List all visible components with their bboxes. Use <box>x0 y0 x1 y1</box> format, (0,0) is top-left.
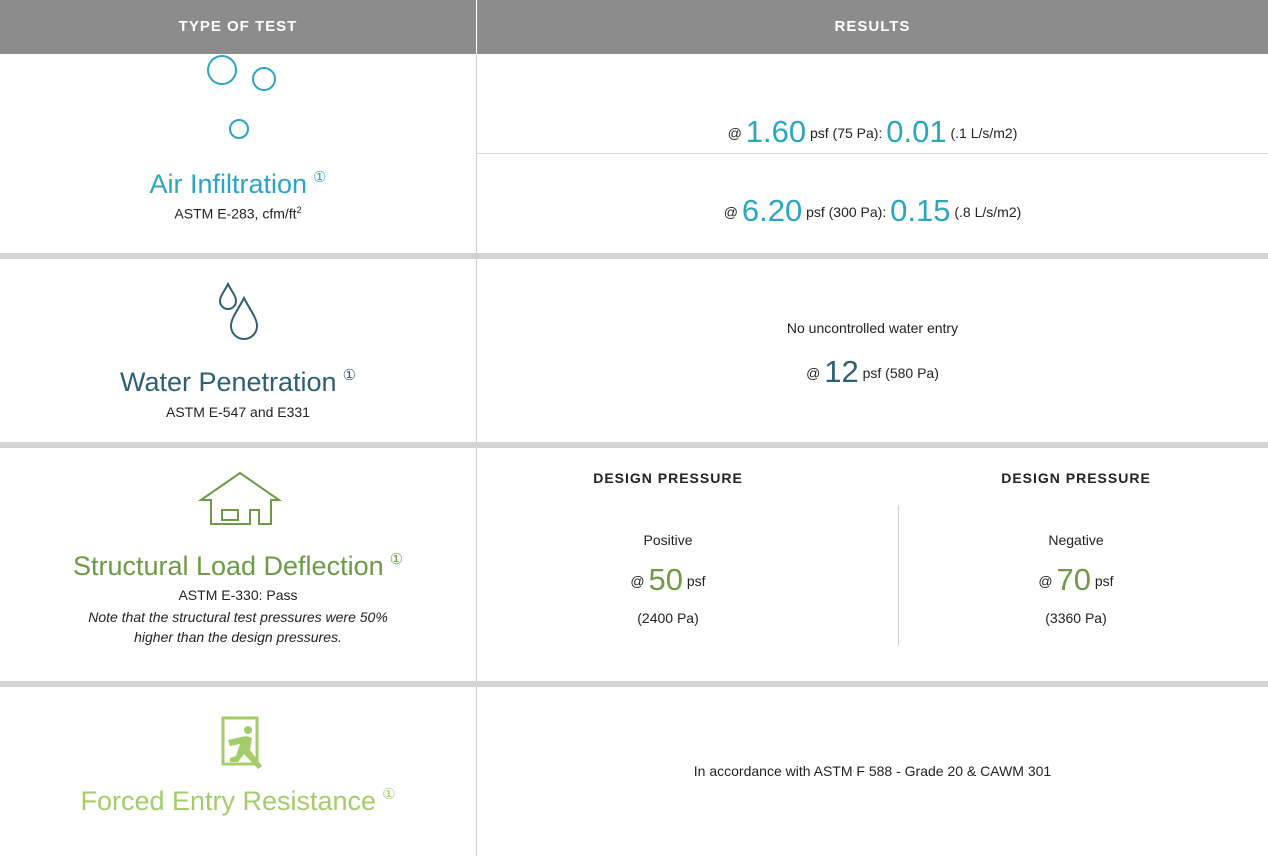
header-divider <box>476 0 477 54</box>
standard: ASTM E-283, cfm/ft2 <box>0 205 476 222</box>
at: @ <box>630 573 645 589</box>
test-title: Structural Load Deflection ① <box>0 550 476 582</box>
row-divider <box>477 153 1268 154</box>
pressure-column: DESIGN PRESSURE Positive @ 50 psf (2400 … <box>520 470 816 626</box>
note-marker: ① <box>382 786 396 803</box>
sub-divider <box>898 505 899 645</box>
superscript: 2 <box>296 205 302 215</box>
standard: ASTM E-330: Pass <box>178 587 298 603</box>
column-heading: DESIGN PRESSURE <box>1001 470 1151 486</box>
section-separator <box>0 681 1268 687</box>
note-marker: ① <box>389 551 404 568</box>
note-marker: ① <box>342 367 357 384</box>
test-title: Air Infiltration ① <box>0 168 476 200</box>
house-icon <box>197 471 283 525</box>
header-bar: TYPE OF TEST RESULTS <box>0 0 1268 54</box>
column-divider <box>476 54 477 856</box>
column-heading: DESIGN PRESSURE <box>593 470 743 486</box>
unit: psf (300 Pa): <box>806 204 887 220</box>
unit: psf (580 Pa) <box>862 365 939 381</box>
air-icon <box>207 55 276 139</box>
at: @ <box>806 365 821 381</box>
title-text: Structural Load Deflection <box>72 551 384 581</box>
note-marker: ① <box>313 169 327 186</box>
pressure: 6.20 <box>741 193 803 228</box>
section-separator <box>0 253 1268 259</box>
note: Note that the structural test pressures … <box>88 609 388 645</box>
section-separator <box>0 442 1268 448</box>
unit: psf <box>1094 573 1114 589</box>
test-title: Water Penetration ① <box>0 366 476 398</box>
pressure: 1.60 <box>745 114 807 149</box>
note-wrap: Note that the structural test pressures … <box>0 607 476 647</box>
result-line: @ 12 psf (580 Pa) <box>477 354 1268 390</box>
result-line: @ 6.20 psf (300 Pa): 0.15 (.8 L/s/m2) <box>477 193 1268 229</box>
test-title: Forced Entry Resistance ① <box>0 785 476 817</box>
metric: (3360 Pa) <box>1045 610 1107 626</box>
title-text: Water Penetration <box>119 367 337 397</box>
unit: psf (75 Pa): <box>809 125 883 141</box>
pressure: 12 <box>824 354 859 389</box>
at: @ <box>727 125 742 141</box>
result-text: In accordance with ASTM F 588 - Grade 20… <box>693 763 1052 779</box>
value: 0.01 <box>886 114 947 149</box>
pressure: 70 <box>1056 562 1091 597</box>
unit: psf <box>686 573 706 589</box>
result-line: @ 1.60 psf (75 Pa): 0.01 (.1 L/s/m2) <box>477 114 1268 150</box>
pressure-column: DESIGN PRESSURE Negative @ 70 psf (3360 … <box>928 470 1224 626</box>
pressure-line: @ 50 psf <box>520 562 816 598</box>
at: @ <box>1038 573 1053 589</box>
direction: Negative <box>1048 532 1104 548</box>
pressure-line: @ 70 psf <box>928 562 1224 598</box>
entry-icon <box>221 716 262 769</box>
pressure: 50 <box>648 562 683 597</box>
standard-text: ASTM E-283, cfm/ft <box>174 205 297 222</box>
metric: (.1 L/s/m2) <box>950 125 1018 141</box>
result-text: No uncontrolled water entry <box>786 320 959 336</box>
metric: (2400 Pa) <box>637 610 699 626</box>
at: @ <box>723 204 738 220</box>
title-text: Air Infiltration <box>149 169 308 199</box>
metric: (.8 L/s/m2) <box>954 204 1022 220</box>
direction: Positive <box>643 532 693 548</box>
header-cell: RESULTS <box>834 18 911 35</box>
title-text: Forced Entry Resistance <box>80 786 377 816</box>
standard: ASTM E-547 and E331 <box>166 404 310 420</box>
value: 0.15 <box>890 193 951 228</box>
header-cell: TYPE OF TEST <box>178 18 298 35</box>
water-icon <box>218 281 259 340</box>
